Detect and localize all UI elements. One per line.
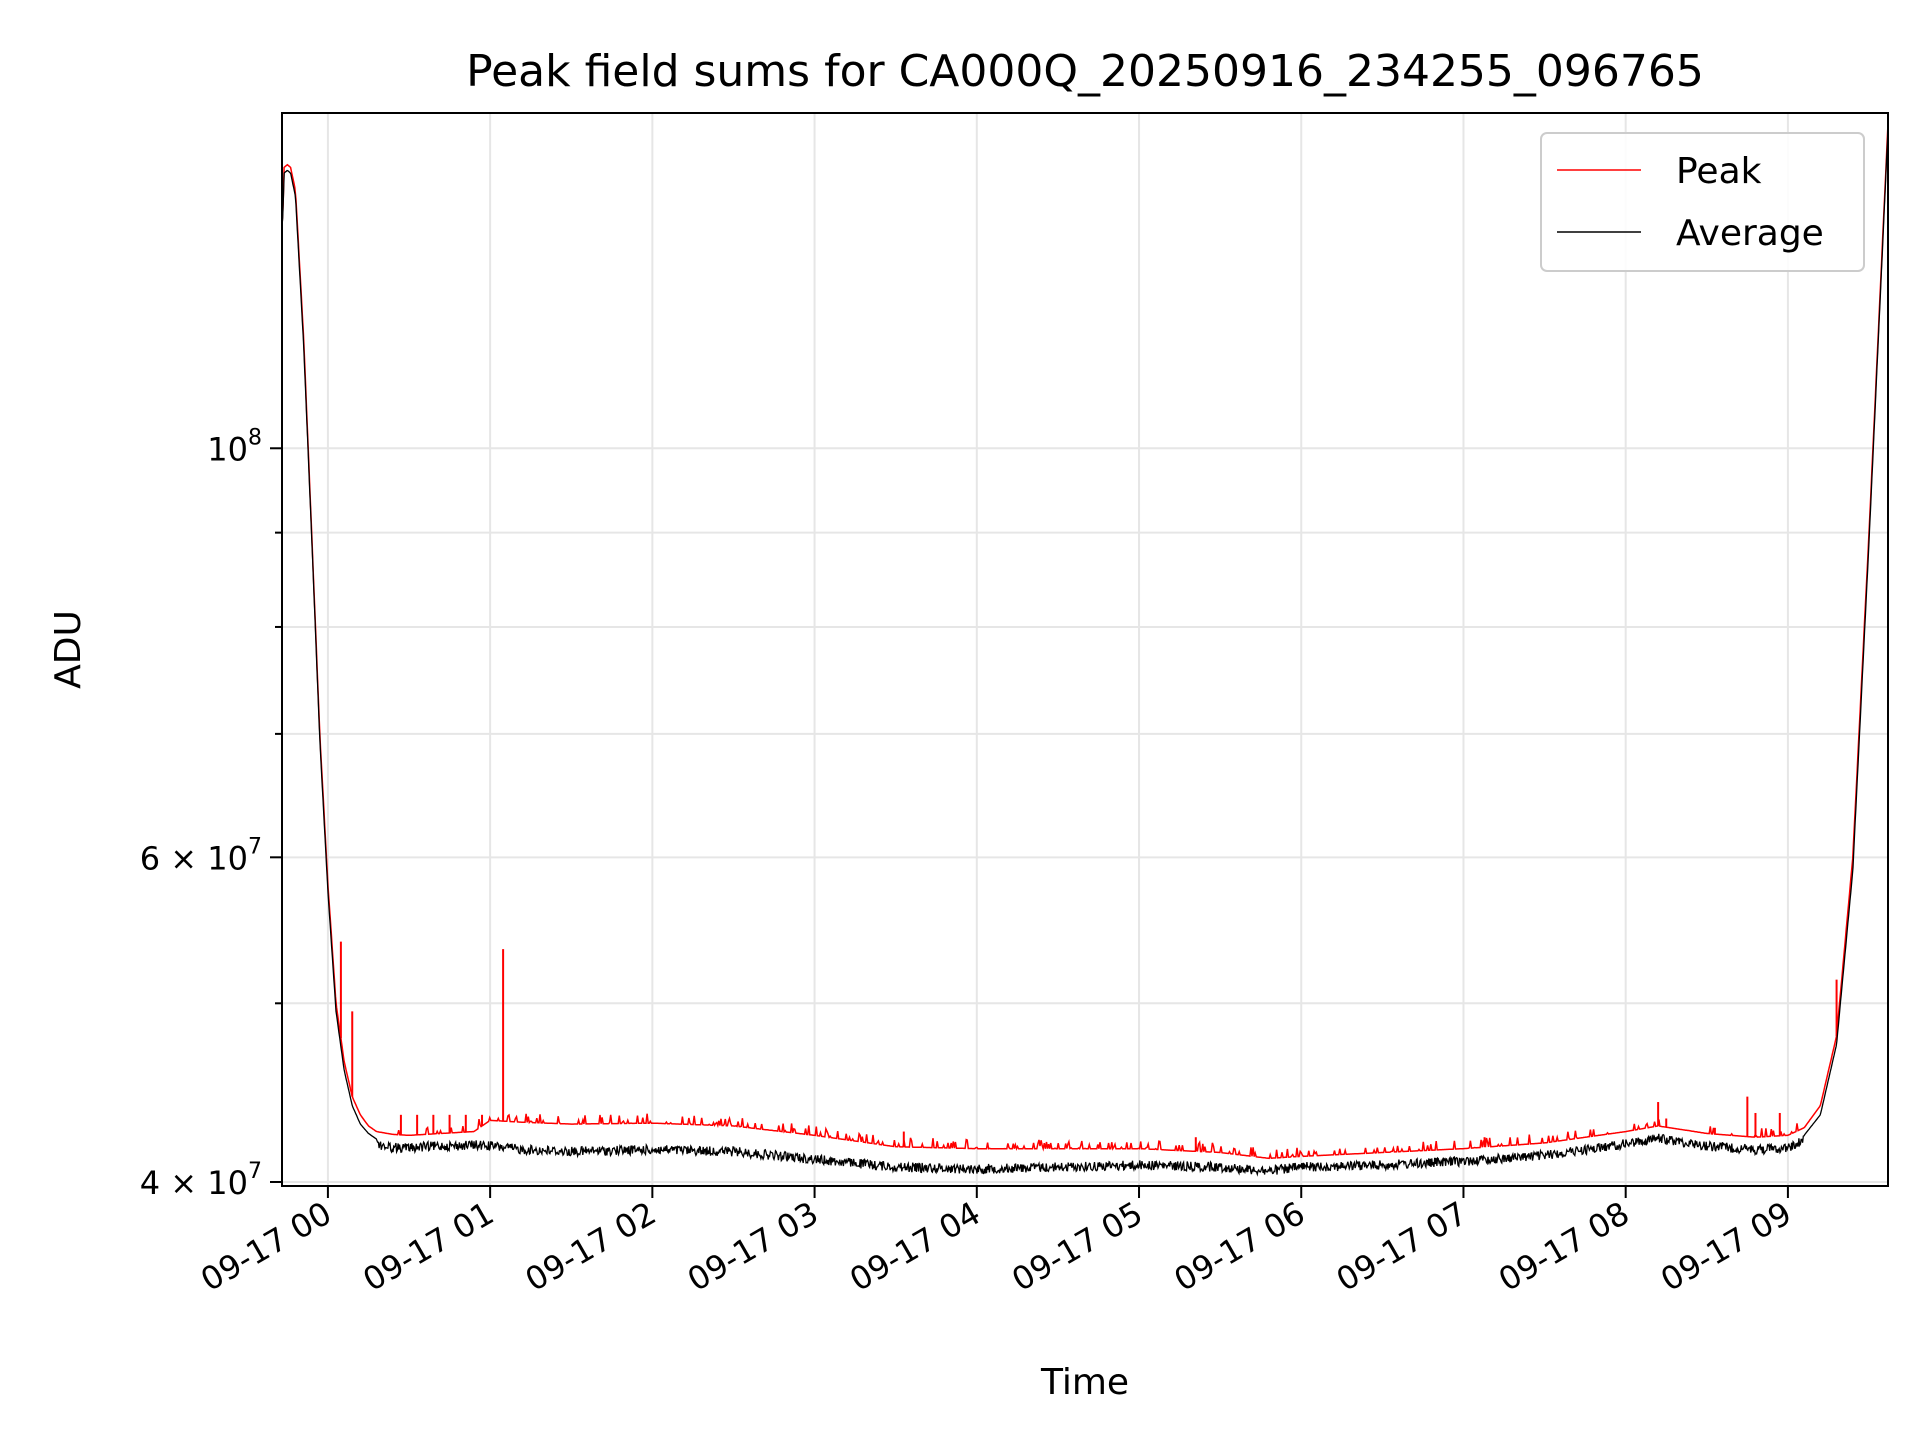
y-tick-exponent: 7 [248, 1159, 262, 1184]
y-tick-exponent: 8 [248, 425, 262, 450]
legend-label: Average [1676, 213, 1824, 254]
y-tick-label: 4 × 107 [140, 1159, 262, 1202]
y-tick-base: 4 × 10 [140, 1164, 248, 1202]
x-axis-label: Time [1040, 1362, 1129, 1403]
chart-title: Peak field sums for CA000Q_20250916_2342… [466, 46, 1704, 97]
y-tick-label: 108 [207, 425, 262, 468]
legend-label: Peak [1676, 151, 1762, 192]
grid [282, 113, 1888, 1186]
peak-line [282, 123, 1888, 1160]
y-tick-base: 6 × 10 [140, 839, 248, 877]
y-tick-label: 6 × 107 [140, 834, 262, 877]
average-line [282, 128, 1888, 1177]
y-axis-label: ADU [48, 610, 89, 689]
legend-box [1540, 132, 1865, 272]
y-tick-exponent: 7 [248, 834, 262, 859]
axes-frame [281, 112, 1889, 1187]
legend: Peak Average [1540, 132, 1865, 272]
plot-area [282, 123, 1888, 1177]
y-tick-base: 10 [207, 430, 248, 468]
